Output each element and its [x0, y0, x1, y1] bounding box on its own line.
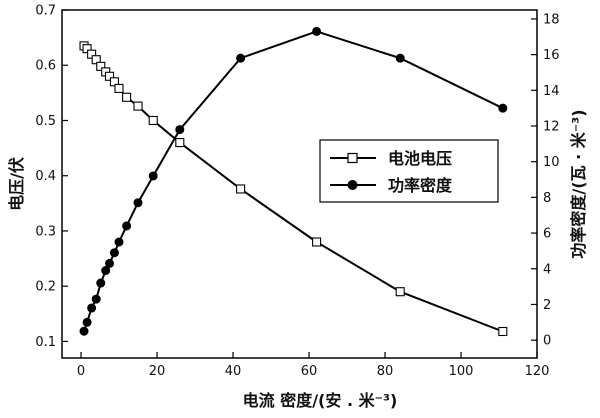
series-2-point-14 — [312, 26, 322, 36]
y-tick-label-4: 0.5 — [35, 114, 56, 129]
series-1-point-3 — [91, 55, 101, 65]
series-2-point-4 — [96, 278, 106, 288]
series-1-point-15 — [395, 287, 405, 297]
y-tick-label-5: 0.6 — [35, 59, 56, 74]
x-tick-label-5: 100 — [449, 364, 474, 379]
series-2-point-13 — [236, 53, 246, 63]
series-1-point-4 — [96, 61, 106, 71]
series-2-point-5 — [101, 266, 111, 276]
x-tick-label-2: 40 — [225, 364, 242, 379]
series-2-point-10 — [133, 198, 143, 208]
series-2-point-9 — [122, 221, 132, 231]
series-2-point-8 — [114, 237, 124, 247]
x-axis-title: 电流 密度/(安 . 米⁻³) — [243, 391, 398, 410]
y2-tick-label-7: 14 — [543, 84, 560, 99]
x-tick-label-4: 80 — [377, 364, 394, 379]
series-1-point-2 — [87, 49, 97, 59]
series-2-point-16 — [498, 103, 508, 113]
series-2-point-6 — [105, 258, 114, 268]
series-2-point-15 — [395, 53, 405, 63]
series-1-point-13 — [236, 184, 246, 194]
series-2-point-12 — [175, 125, 185, 135]
y-axis-title: 电压/伏 — [7, 157, 26, 211]
series-1-point-8 — [114, 83, 124, 93]
y-tick-label-0: 0.1 — [35, 335, 56, 350]
x-tick-label-1: 20 — [149, 364, 166, 379]
y2-tick-label-6: 12 — [543, 120, 560, 135]
series-2-point-2 — [87, 303, 97, 313]
y2-tick-label-8: 16 — [543, 48, 560, 63]
legend-entry-series-1: 电池电压 — [330, 149, 452, 168]
y-tick-label-3: 0.4 — [35, 169, 56, 184]
series-2-point-3 — [91, 294, 101, 304]
legend-entry-series-2: 功率密度 — [330, 176, 453, 195]
y2-tick-label-4: 8 — [543, 191, 551, 206]
series-1-point-9 — [122, 92, 132, 102]
x-tick-label-6: 120 — [525, 364, 550, 379]
series-2-point-1 — [82, 317, 92, 327]
series-1-point-7 — [109, 77, 119, 87]
series-1-point-6 — [104, 71, 115, 81]
series-1-point-16 — [498, 326, 508, 337]
legend-marker-series-1 — [347, 152, 358, 164]
series-1-point-1 — [82, 44, 92, 54]
legend-box — [319, 139, 499, 203]
series-1-point-14 — [312, 237, 322, 247]
y2-tick-label-2: 4 — [543, 262, 551, 277]
y2-tick-label-5: 10 — [543, 155, 560, 170]
legend-label-series-1: 电池电压 — [388, 149, 452, 168]
series-2-point-0 — [79, 326, 89, 336]
y2-axis-title: 功率密度/(瓦 · 米⁻³) — [569, 109, 588, 258]
series-1-point-12 — [175, 138, 185, 148]
series-1-point-11 — [148, 115, 158, 126]
legend-marker-series-2 — [347, 180, 358, 190]
y2-tick-label-9: 18 — [543, 12, 560, 27]
x-tick-label-3: 60 — [301, 364, 318, 379]
legend: 电池电压 功率密度 — [319, 139, 499, 203]
y2-tick-label-1: 2 — [543, 298, 551, 313]
y-tick-label-1: 0.2 — [35, 280, 56, 295]
series-1-point-10 — [133, 101, 143, 111]
series-2-point-11 — [148, 171, 158, 181]
plot-frame — [61, 9, 538, 359]
series-2-point-7 — [109, 248, 119, 258]
legend-label-series-2: 功率密度 — [388, 176, 453, 195]
y2-tick-label-3: 6 — [543, 227, 551, 242]
y2-tick-label-0: 0 — [543, 334, 551, 349]
y-tick-label-2: 0.3 — [35, 224, 56, 239]
y-tick-label-6: 0.7 — [35, 4, 56, 19]
x-tick-label-0: 0 — [77, 364, 85, 379]
